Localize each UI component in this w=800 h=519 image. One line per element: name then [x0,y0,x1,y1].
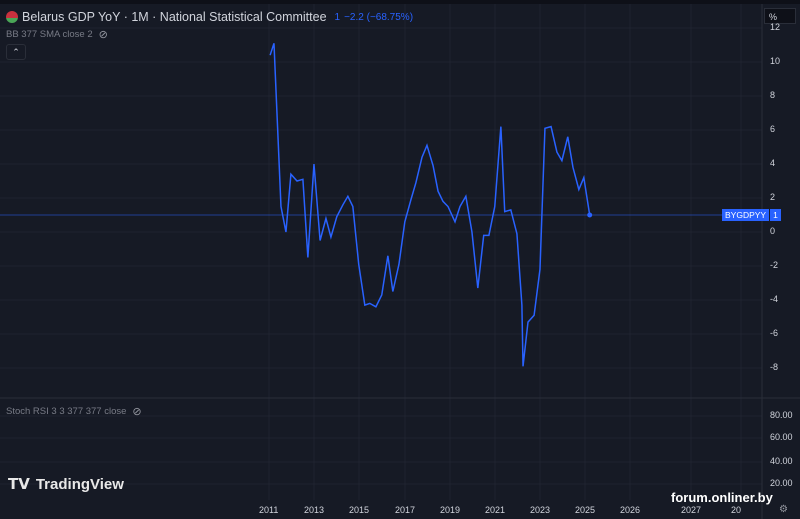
series-line[interactable] [269,43,591,367]
time-tick: 2027 [681,505,702,515]
bb-indicator-legend[interactable]: BB 377 SMA close 2 ⊘ [6,28,108,41]
change-value: −2.2 (−68.75%) [344,11,414,23]
tradingview-logo[interactable]: 𝗧𝗩 TradingView [8,475,124,494]
eye-hidden-icon[interactable]: ⊘ [98,29,108,41]
time-tick: 2017 [395,505,416,515]
logo-text: TradingView [35,475,124,493]
stoch-tick: 80.00 [770,410,793,420]
eye-hidden-icon[interactable]: ⊘ [132,406,142,418]
stoch-tick: 20.00 [770,478,793,488]
stoch-indicator-label: Stoch RSI 3 3 377 377 close [6,406,127,417]
collapse-legend-button[interactable]: ⌃ [6,44,26,60]
time-tick: 2015 [349,505,370,515]
time-tick: 2021 [485,505,506,515]
price-tick: -6 [770,328,779,338]
unit-selector[interactable]: % [764,8,796,24]
last-price-label: BYGDPYY 1 [722,209,781,221]
price-tick: 0 [770,226,776,236]
settings-icon[interactable]: ⚙ [779,504,788,515]
last-label-value: 1 [769,209,781,221]
price-tick: -8 [770,362,779,372]
price-tick: 6 [770,124,776,134]
price-tick: 12 [770,22,781,32]
price-tick: -4 [770,294,779,304]
time-tick: 2025 [575,505,596,515]
price-tick: 4 [770,158,776,168]
time-tick: 2013 [304,505,325,515]
bb-indicator-label: BB 377 SMA close 2 [6,29,93,40]
top-border [0,0,800,4]
data-point [587,212,593,218]
time-tick: 2026 [620,505,641,515]
price-tick: 2 [770,192,776,202]
last-label-symbol: BYGDPYY [725,210,767,220]
symbol-title: Belarus GDP YoY · 1M · National Statisti… [22,10,327,24]
stoch-tick: 40.00 [770,456,793,466]
watermark: forum.onliner.by [671,490,773,505]
belarus-flag-icon [6,11,18,23]
time-tick: 2011 [259,505,279,515]
symbol-legend[interactable]: Belarus GDP YoY · 1M · National Statisti… [6,10,413,24]
time-tick: 20 [731,505,742,515]
price-tick: 8 [770,90,776,100]
price-tick: 10 [770,56,781,66]
tv-logo-icon: 𝗧𝗩 [8,476,30,493]
time-tick: 2023 [530,505,551,515]
stoch-indicator-legend[interactable]: Stoch RSI 3 3 377 377 close ⊘ [6,405,142,418]
price-tick: -2 [770,260,779,270]
time-tick: 2019 [440,505,461,515]
last-value: 1 [334,11,341,23]
stoch-tick: 60.00 [770,432,793,442]
